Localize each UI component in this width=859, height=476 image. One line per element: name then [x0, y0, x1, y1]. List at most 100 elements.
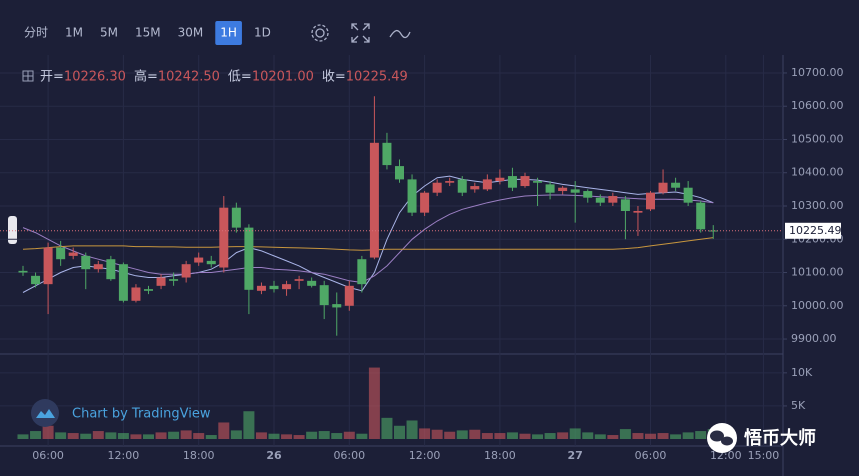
- x-tick-label: 12:00: [409, 449, 441, 462]
- candle-body: [369, 142, 379, 258]
- candle-body: [93, 264, 103, 270]
- candle-body: [533, 181, 543, 183]
- x-tick-label: 06:00: [32, 449, 64, 462]
- volume-bar: [67, 433, 79, 439]
- interval-button[interactable]: 分时: [24, 26, 48, 40]
- ma-line: [22, 175, 714, 293]
- candle-body: [256, 285, 266, 291]
- y-tick-label: 10700.00: [791, 66, 844, 79]
- moving-averages: [22, 175, 714, 293]
- watermark-text: Chart by TradingView: [72, 407, 211, 422]
- readout-equals: =: [147, 70, 158, 85]
- candle-body: [118, 264, 128, 301]
- volume-bar: [255, 432, 267, 439]
- volume-bar: [30, 431, 42, 439]
- x-tick-label: 06:00: [635, 449, 667, 462]
- candle-body: [382, 142, 392, 166]
- grid: [0, 55, 783, 446]
- candle-body: [445, 181, 455, 183]
- settings-icon-ring[interactable]: [311, 24, 329, 42]
- volume-bar: [55, 432, 67, 439]
- candle-body: [81, 255, 91, 270]
- volume-bar: [557, 432, 569, 439]
- volume-bar: [243, 411, 255, 439]
- readout-value: 10242.50: [158, 70, 220, 85]
- volume-bar: [306, 431, 318, 439]
- readout-name: 高: [134, 69, 147, 85]
- y-tick-label: 10300.00: [791, 199, 844, 212]
- brand-text: 悟币大师: [744, 427, 816, 449]
- interval-button[interactable]: 15M: [135, 26, 161, 40]
- volume-bar: [381, 417, 393, 439]
- volume-bar: [619, 429, 631, 439]
- ma-line: [22, 237, 714, 251]
- candle-body: [620, 199, 630, 211]
- candle-body: [482, 179, 492, 190]
- candle-body: [194, 257, 204, 263]
- x-tick-label: 18:00: [484, 449, 516, 462]
- readout-value: 10225.49: [346, 70, 408, 85]
- candle-body: [696, 202, 706, 230]
- candle-body: [570, 189, 580, 193]
- candle-body: [683, 187, 693, 203]
- volume-bar: [394, 425, 405, 439]
- candle-body: [307, 280, 317, 286]
- fullscreen-icon[interactable]: [351, 23, 370, 43]
- volume-bar: [481, 433, 493, 439]
- volume-bar: [268, 433, 280, 439]
- interval-button[interactable]: 30M: [178, 26, 204, 40]
- y2-tick-label: 5K: [791, 399, 806, 412]
- candle-body: [646, 192, 655, 210]
- interval-button[interactable]: 1M: [65, 26, 83, 40]
- candle-body: [595, 197, 605, 203]
- brand-icon: [721, 436, 733, 446]
- ma-line: [22, 194, 714, 284]
- side-handle[interactable]: [8, 216, 17, 244]
- candle-body: [43, 247, 53, 285]
- candle-body: [432, 182, 442, 193]
- axis-labels: 9900.0010000.0010100.0010200.0010300.001…: [32, 66, 843, 462]
- readout-value: 10201.00: [252, 70, 314, 85]
- volume-bar: [168, 431, 180, 439]
- volume-bar: [80, 433, 92, 439]
- candle-body: [658, 182, 668, 193]
- y-tick-label: 10400.00: [791, 166, 844, 179]
- x-tick-label: 12:00: [108, 449, 140, 462]
- volume-bar: [318, 431, 330, 439]
- interval-active-bg: [215, 21, 242, 45]
- volume-bar: [682, 432, 694, 439]
- chart-style-icon[interactable]: [389, 29, 411, 39]
- candle-body: [671, 182, 681, 188]
- interval-button[interactable]: 5M: [100, 26, 118, 40]
- toolbar-icons[interactable]: [311, 23, 411, 43]
- interval-button[interactable]: 1H: [220, 26, 237, 40]
- y2-tick-label: 10K: [791, 366, 813, 379]
- y-tick-label: 10500.00: [791, 132, 844, 145]
- x-tick-label: 26: [266, 449, 282, 462]
- volume-bar: [519, 433, 531, 439]
- candle-body: [206, 260, 216, 265]
- volume-bar: [582, 432, 594, 439]
- volume-bar: [180, 430, 192, 439]
- volume-bar: [143, 434, 154, 439]
- candle-body: [294, 279, 304, 281]
- candle-body: [608, 196, 618, 203]
- settings-icon[interactable]: [315, 28, 325, 38]
- candle-body: [106, 259, 116, 280]
- brand: 悟币大师: [707, 423, 816, 453]
- readout-name: 收: [322, 70, 335, 85]
- interval-button[interactable]: 1D: [254, 26, 271, 40]
- readout-name: 开: [40, 70, 53, 85]
- candle-body: [583, 191, 593, 198]
- candle-body: [156, 277, 166, 286]
- volume-pane: [17, 367, 719, 439]
- volume-bar: [193, 433, 205, 439]
- brand-icon: [710, 430, 724, 442]
- candle-body: [244, 227, 254, 290]
- volume-bar: [356, 433, 368, 439]
- candle-body: [344, 285, 354, 306]
- watermark-logo: Chart by TradingView: [31, 399, 211, 427]
